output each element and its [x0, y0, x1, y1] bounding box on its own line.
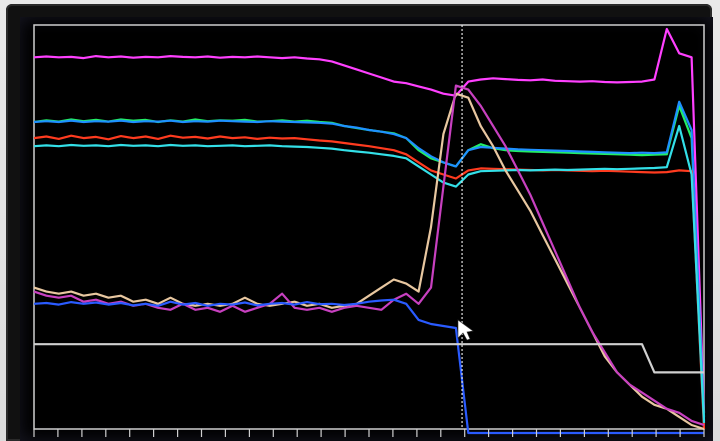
x-axis-ticks: [33, 429, 705, 437]
series-line-7: [33, 84, 705, 427]
series-layer: [33, 27, 706, 435]
plot-frame: [33, 24, 705, 430]
mouse-pointer-icon: [457, 319, 474, 341]
series-line-4: [33, 134, 706, 430]
series-line-6: [33, 92, 705, 431]
series-line-1: [33, 27, 706, 413]
series-line-5: [33, 124, 706, 423]
line-chart: [33, 24, 706, 437]
chart-screen: [20, 17, 713, 441]
series-line-9: [34, 343, 704, 374]
series-line-8: [33, 298, 704, 435]
series-line-3: [33, 100, 706, 421]
